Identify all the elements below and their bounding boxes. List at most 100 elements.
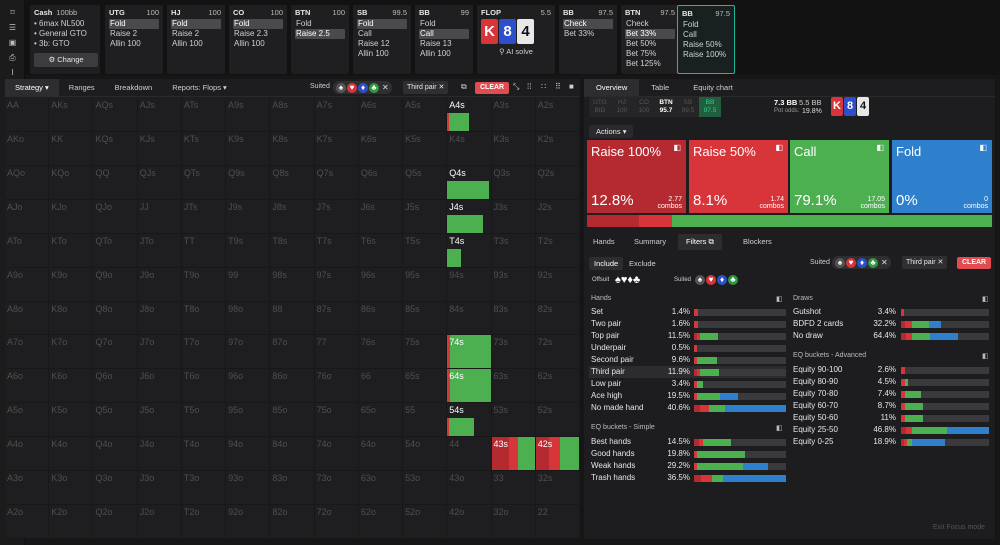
hand-cell[interactable]: T3o [181,471,227,506]
suit-filter-pill[interactable]: ♠ ♥ ♦ ♣ ✕ [832,256,891,269]
filter-row[interactable]: Equity 50-60 11% [791,412,991,424]
tab-table[interactable]: Table [651,83,670,92]
filter-row[interactable]: Good hands 19.8% [589,448,786,460]
hand-cell[interactable]: K8o [49,301,94,336]
diamond-icon[interactable]: ♦ [627,274,633,286]
hand-cell[interactable]: 53s [491,403,536,438]
action-option[interactable]: Call [358,29,372,38]
filter-row[interactable]: Set 1.4% [589,306,786,318]
action-option[interactable]: Raise 100% [683,50,727,59]
hand-cell[interactable]: AA [5,98,50,132]
action-option[interactable]: Allin 100 [234,39,265,48]
hand-cell[interactable]: A4s [447,98,492,132]
hand-cell[interactable]: 42s [535,437,580,472]
action-option[interactable]: Bet 50% [626,39,657,48]
filter-row[interactable]: Two pair 1.6% [589,318,786,330]
hand-cell[interactable]: K9s [226,131,271,166]
hand-cell[interactable]: T6s [358,233,404,268]
clear-button[interactable]: CLEAR [957,257,992,269]
hand-cell[interactable]: 62s [535,369,580,404]
hand-cell[interactable]: KQs [93,131,138,166]
suit-filter-pill[interactable]: ♠ ♥ ♦ ♣ ✕ [333,81,392,94]
hand-cell[interactable]: A4o [5,437,50,472]
action-option[interactable]: Fold [683,20,699,29]
tab-summary[interactable]: Summary [634,237,667,246]
hand-cell[interactable]: J7s [314,199,359,234]
tab-filters[interactable]: Filters ⧉ [678,234,722,250]
hand-cell[interactable]: KJo [49,199,94,234]
hand-cell[interactable]: 54o [403,437,448,472]
hand-cell[interactable]: J6s [358,199,404,234]
hand-cell[interactable]: J4o [137,437,182,472]
hand-cell[interactable]: Q2o [93,505,138,539]
hand-cell[interactable]: 94o [226,437,271,472]
hand-cell[interactable]: J3s [491,199,536,234]
exit-focus-mode[interactable]: Exit Focus mode [932,524,985,531]
hand-cell[interactable]: Q5o [93,403,138,438]
hand-cell[interactable]: JTs [181,199,227,234]
hand-cell[interactable]: T8o [181,301,227,336]
text-cursor-icon[interactable]: Ι [11,68,14,77]
hand-cell[interactable]: 65o [358,403,404,438]
tab-strategy[interactable]: Strategy ▾ [5,78,59,97]
hand-cell[interactable]: 62o [358,505,404,539]
hand-cell[interactable]: 92s [535,267,580,302]
club-icon[interactable]: ♣ [728,274,738,285]
hand-cell[interactable]: K7o [49,335,94,370]
hand-cell[interactable]: Q6o [93,369,138,404]
position-chip[interactable]: SB 99.5 [677,97,699,117]
position-panel[interactable]: UTG 100 Fold Raise 2 Allin 100 [105,5,163,74]
hand-cell[interactable]: T7o [181,335,227,370]
bookmark-icon[interactable]: ⌑ [10,8,15,17]
grid-large-icon[interactable]: ⠿ [555,82,561,91]
hand-cell[interactable]: T6o [181,369,227,404]
expand-icon[interactable]: ◧ [979,143,987,152]
hand-cell[interactable]: 75s [403,335,448,370]
hand-cell[interactable]: T5s [403,233,448,268]
hand-cell[interactable]: 87o [270,335,315,370]
hand-cell[interactable]: 74s [447,335,492,370]
filter-row[interactable]: Best hands 14.5% [589,436,786,448]
hand-cell[interactable]: 32o [491,505,536,539]
hand-cell[interactable]: K2s [535,131,580,166]
include-toggle[interactable]: Include [589,257,624,270]
hand-cell[interactable]: Q3s [491,165,536,200]
hand-cell[interactable]: J9s [226,199,271,234]
hand-cell[interactable]: QJo [93,199,138,234]
hand-cell[interactable]: K2o [49,505,94,539]
filter-row[interactable]: Third pair 11.9% [589,366,786,378]
close-icon[interactable]: ✕ [438,84,445,91]
action-option[interactable]: Raise 13 [420,39,452,48]
hand-cell[interactable]: Q4o [93,437,138,472]
action-option[interactable]: Bet 125% [626,59,661,68]
diamond-icon[interactable]: ♦ [717,274,727,285]
hand-cell[interactable]: 98o [226,301,271,336]
action-box[interactable]: Raise 50% ◧ 8.1% 1.74 combos [689,140,788,213]
action-option[interactable]: Fold [296,19,312,28]
action-option[interactable]: Bet 33% [625,29,675,39]
filter-row[interactable]: Equity 60-70 8.7% [791,400,991,412]
filter-row[interactable]: Ace high 19.5% [589,390,786,402]
hand-cell[interactable]: K3o [49,471,94,506]
hand-cell[interactable]: 82s [535,301,580,336]
action-option[interactable]: Raise 2 [172,29,200,38]
hand-cell[interactable]: A7s [314,98,359,132]
hand-cell[interactable]: A2s [535,98,580,132]
hand-cell[interactable]: 52s [535,403,580,438]
hand-cell[interactable]: 43s [491,437,536,472]
grid-icon[interactable]: ∷ [541,82,547,91]
tab-breakdown[interactable]: Breakdown [114,82,153,92]
hand-cell[interactable]: Q5s [403,165,448,200]
hand-cell[interactable]: A9s [226,98,271,132]
hand-cell[interactable]: 76o [314,369,359,404]
third-pair-pill[interactable]: Third pair ✕ [403,81,449,94]
action-box[interactable]: Call ◧ 79.1% 17.05 combos [790,140,889,213]
spade-icon[interactable]: ♠ [695,274,705,285]
third-pair-pill[interactable]: Third pair ✕ [902,256,948,269]
hand-cell[interactable]: T4s [447,233,492,268]
expand-icon[interactable]: ◧ [673,143,681,152]
clear-button[interactable]: CLEAR [475,82,510,94]
hand-cell[interactable]: QTo [93,233,138,268]
action-option[interactable]: Fold [233,19,283,29]
hand-cell[interactable]: ATo [5,233,50,268]
